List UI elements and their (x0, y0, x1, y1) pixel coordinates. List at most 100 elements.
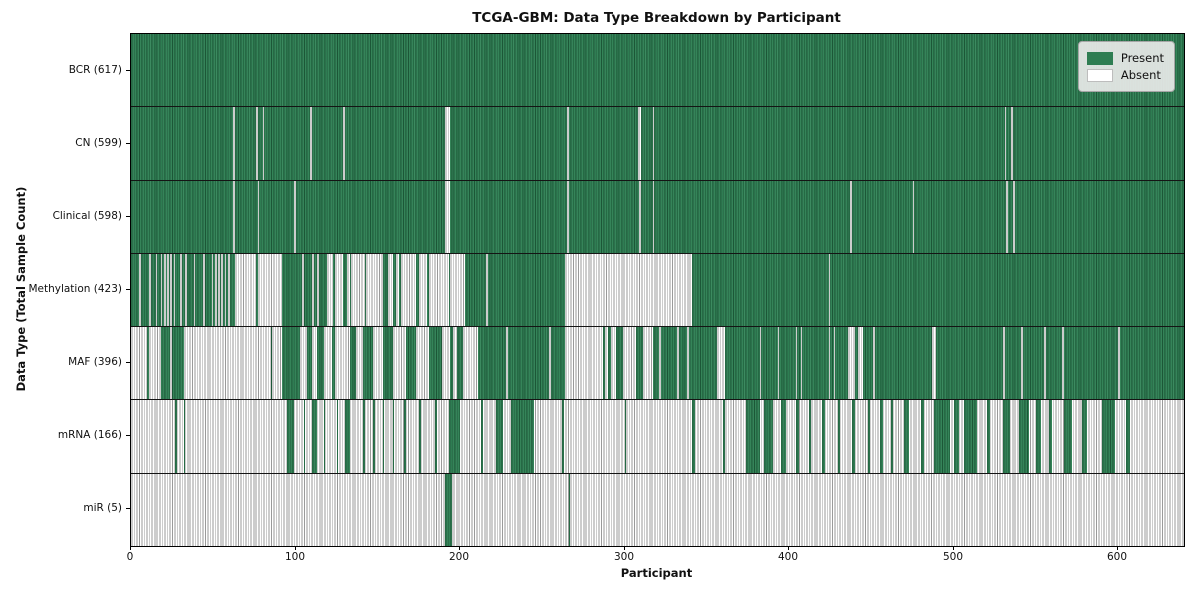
mark (149, 253, 151, 327)
row-band-miR (131, 473, 1184, 546)
mark (795, 327, 798, 400)
mark (303, 400, 306, 473)
mark (1004, 107, 1007, 180)
mark (362, 400, 365, 473)
mark (418, 253, 428, 327)
x-axis-label: Participant (620, 566, 693, 580)
mark (746, 400, 760, 473)
mark (780, 400, 786, 473)
mark (404, 400, 406, 473)
mark (336, 400, 339, 473)
mark (366, 253, 383, 327)
mark (1003, 327, 1005, 400)
present-swatch (1086, 51, 1113, 65)
mark (346, 253, 350, 327)
mark (759, 327, 762, 400)
y-tick-label-BCR: BCR (617) (68, 64, 122, 76)
legend-entry-present: Present (1086, 51, 1164, 65)
mark (652, 107, 655, 180)
mark (764, 400, 773, 473)
x-tick-label-600: 600 (1106, 551, 1128, 563)
mark (1021, 327, 1023, 400)
mark (1126, 400, 1130, 473)
row-band-CN (131, 107, 1184, 181)
mark (879, 400, 883, 473)
mark (257, 253, 283, 327)
x-tick-label-0: 0 (126, 551, 134, 563)
legend-entry-absent: Absent (1086, 68, 1164, 82)
mark (233, 107, 235, 180)
mark (323, 327, 332, 400)
row-band-BCR (131, 34, 1184, 108)
mark (486, 253, 489, 327)
mark (203, 253, 206, 327)
x-tick (1117, 546, 1118, 550)
mark (1049, 400, 1053, 473)
y-tick (126, 289, 130, 290)
mark (677, 327, 679, 400)
mark (387, 253, 393, 327)
mark (335, 327, 350, 400)
legend-label-present: Present (1120, 51, 1164, 65)
mark (828, 253, 831, 327)
mark (183, 400, 186, 473)
mark (415, 327, 429, 400)
mark (193, 253, 196, 327)
row-band-MAF (131, 327, 1184, 401)
mark (891, 400, 893, 473)
mark (548, 327, 551, 400)
mark (372, 327, 383, 400)
mark (300, 327, 308, 400)
mark (800, 327, 803, 400)
mark (565, 327, 604, 400)
x-tick (459, 546, 460, 550)
mark (356, 327, 363, 400)
mark (343, 107, 345, 180)
mark (568, 473, 571, 546)
mark (163, 253, 166, 327)
mark (795, 400, 799, 473)
mark (912, 180, 915, 253)
mark (418, 400, 421, 473)
mark (1044, 327, 1046, 400)
y-tick-label-CN: CN (599) (75, 137, 122, 149)
mark (234, 253, 257, 327)
mark (382, 400, 385, 473)
mark (428, 253, 449, 327)
mark (450, 253, 465, 327)
mark (316, 253, 319, 327)
mark (873, 327, 875, 400)
x-tick-label-300: 300 (613, 551, 635, 563)
mark (139, 253, 141, 327)
mark (441, 327, 451, 400)
mark (828, 327, 831, 400)
mark (344, 400, 350, 473)
mark (183, 327, 271, 400)
x-tick (295, 546, 296, 550)
mark (904, 400, 910, 473)
mark (851, 400, 855, 473)
mark (858, 327, 864, 400)
mark (445, 473, 452, 546)
mark (218, 253, 220, 327)
mark (1012, 180, 1015, 253)
y-tick (126, 508, 130, 509)
mark (211, 253, 214, 327)
mark (392, 327, 406, 400)
y-tick (126, 435, 130, 436)
y-tick-label-mRNA: mRNA (166) (57, 429, 122, 441)
mark (1035, 400, 1041, 473)
mark (777, 327, 780, 400)
mark (453, 327, 457, 400)
mark (604, 327, 609, 400)
mark (262, 107, 265, 180)
mark (611, 327, 617, 400)
legend-label-absent: Absent (1120, 68, 1161, 82)
mark (233, 180, 235, 253)
mark (1062, 327, 1064, 400)
y-tick (126, 362, 130, 363)
mark (511, 400, 535, 473)
y-tick-label-Clinical: Clinical (598) (52, 210, 122, 222)
mark (565, 253, 693, 327)
mark (850, 180, 852, 253)
